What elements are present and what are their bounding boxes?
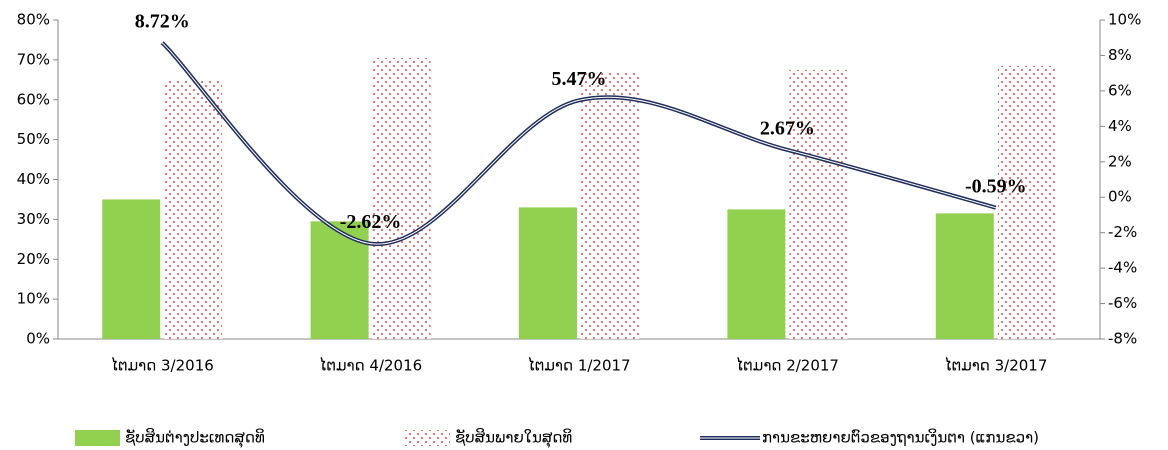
legend-swatch <box>405 430 450 446</box>
bar <box>789 69 848 339</box>
legend-label: ການຂະຫຍາຍຕົວຂອງຖານເງິນຕາ (ແກນຂວາ) <box>762 427 1039 446</box>
line-inner <box>161 42 996 245</box>
y-tick-label: 20% <box>17 250 50 268</box>
y-tick-label: 50% <box>17 130 50 148</box>
y-tick-label: 30% <box>17 210 50 228</box>
data-label: 5.47% <box>552 68 607 90</box>
bar <box>519 207 577 339</box>
data-label: -2.62% <box>340 211 402 233</box>
y-tick-label: 0% <box>26 330 50 348</box>
x-tick-label: ໄຕມາດ 3/2016 <box>111 356 214 375</box>
y2-tick-label: 0% <box>1108 188 1132 206</box>
bar <box>727 209 786 339</box>
bar <box>102 199 161 339</box>
legend-label: ຊັບສິນພາຍໃນສຸດທິ <box>455 427 572 448</box>
y2-tick-label: -6% <box>1108 294 1137 312</box>
bar <box>997 65 1056 339</box>
y-tick-label: 80% <box>17 11 50 29</box>
y2-tick-label: 6% <box>1108 81 1132 99</box>
bar <box>164 79 223 339</box>
data-label: 2.67% <box>760 117 815 139</box>
y2-tick-label: 4% <box>1108 117 1132 135</box>
bar <box>372 57 431 339</box>
x-tick-label: ໄຕມາດ 1/2017 <box>527 356 630 375</box>
y2-tick-label: -4% <box>1108 259 1137 277</box>
bar <box>581 71 639 340</box>
y-tick-label: 40% <box>17 170 50 188</box>
x-tick-label: ໄຕມາດ 4/2016 <box>319 356 422 375</box>
y2-tick-label: 8% <box>1108 46 1132 64</box>
y-tick-label: 70% <box>17 50 50 68</box>
legend-label: ຊັບສິນຕ່າງປະເທດສຸດທິ <box>125 427 265 448</box>
data-label: 8.72% <box>135 10 190 32</box>
data-label: -0.59% <box>965 175 1027 197</box>
bar <box>935 213 994 339</box>
y2-tick-label: 2% <box>1108 152 1132 170</box>
y-tick-label: 10% <box>17 290 50 308</box>
y2-tick-label: -8% <box>1108 330 1137 348</box>
y2-tick-label: 10% <box>1108 11 1141 29</box>
y-tick-label: 60% <box>17 90 50 108</box>
x-tick-label: ໄຕມາດ 3/2017 <box>944 356 1047 375</box>
y2-tick-label: -2% <box>1108 223 1137 241</box>
x-tick-label: ໄຕມາດ 2/2017 <box>736 356 839 375</box>
legend-swatch <box>75 430 120 446</box>
